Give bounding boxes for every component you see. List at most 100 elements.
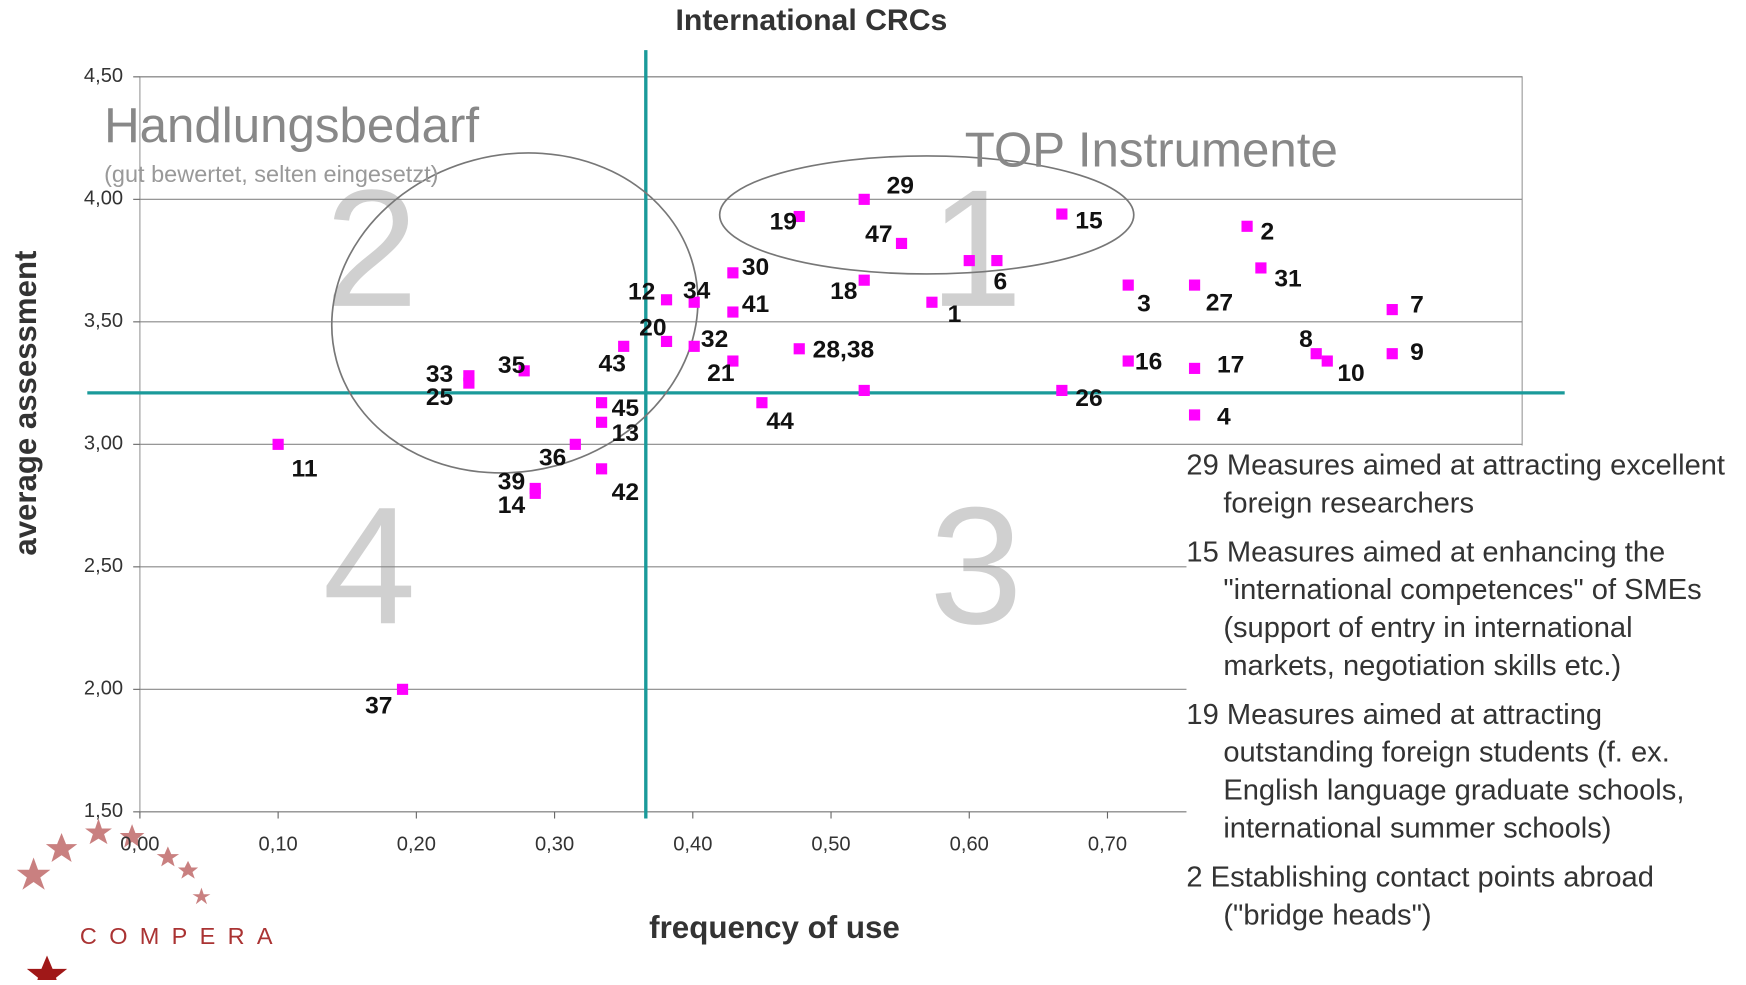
point-label: 21: [707, 360, 734, 387]
point: [859, 275, 870, 286]
point-label: 20: [639, 315, 666, 342]
y-tick-label: 4,50: [84, 65, 123, 87]
point-label: 8: [1299, 326, 1313, 353]
y-tick-label: 1,50: [84, 800, 123, 822]
point-label: 34: [683, 278, 711, 305]
point-label: 32: [701, 326, 728, 353]
point: [596, 463, 607, 474]
point: [1322, 355, 1333, 366]
x-tick-label: 0,50: [811, 834, 850, 856]
point: [1387, 348, 1398, 359]
point: [1255, 262, 1266, 273]
point: [1123, 355, 1134, 366]
point: [756, 397, 767, 408]
point: [570, 439, 581, 450]
point: [661, 294, 672, 305]
point: [596, 417, 607, 428]
logo-text: COMPERA: [80, 923, 285, 949]
x-tick-label: 0,20: [397, 834, 436, 856]
point-label: 7: [1410, 292, 1424, 319]
point-label: 43: [599, 351, 626, 378]
x-tick-label: 0,30: [535, 834, 574, 856]
point: [896, 238, 907, 249]
point-label: 29: [887, 173, 914, 200]
chart: COMPERA International CRCs frequency of …: [0, 0, 1746, 980]
point-label: 44: [766, 408, 794, 435]
point-label: 35: [498, 352, 525, 379]
point-label: 31: [1274, 266, 1301, 293]
point-label: 26: [1075, 385, 1102, 412]
point-label: 42: [612, 479, 639, 506]
point: [689, 341, 700, 352]
note: 15 Measures aimed at enhancing the "inte…: [1186, 532, 1746, 683]
x-tick-label: 0,60: [950, 834, 989, 856]
point-label: 13: [612, 420, 639, 447]
point-label: 14: [498, 492, 526, 519]
point-label: 18: [830, 278, 857, 305]
point-label: 1: [948, 301, 962, 328]
y-tick-label: 3,50: [84, 310, 123, 332]
annotation-sub: (gut bewertet, selten eingesetzt): [104, 161, 438, 187]
point: [1189, 280, 1200, 291]
quadrant-number: 4: [323, 473, 416, 660]
point: [463, 378, 474, 389]
y-axis-title: average assessment: [8, 250, 43, 556]
point-label: 10: [1337, 360, 1364, 387]
point: [859, 194, 870, 205]
note: 19 Measures aimed at attracting outstand…: [1186, 695, 1746, 846]
point-label: 47: [865, 221, 892, 248]
point: [596, 397, 607, 408]
point-label: 12: [628, 279, 655, 306]
note: 2 Establishing contact points abroad ("b…: [1186, 858, 1746, 934]
logo-stars: [17, 819, 211, 980]
point: [1056, 208, 1067, 219]
point: [1123, 280, 1134, 291]
chart-title: International CRCs: [676, 4, 948, 37]
page: COMPERA International CRCs frequency of …: [0, 0, 1746, 980]
point-label: 3: [1137, 291, 1151, 318]
point-label: 45: [612, 395, 639, 422]
point: [1189, 409, 1200, 420]
point-label: 27: [1206, 290, 1233, 317]
x-tick-label: 0,40: [673, 834, 712, 856]
point-label: 2: [1261, 218, 1275, 245]
point-label: 17: [1217, 352, 1244, 379]
x-axis-title: frequency of use: [649, 910, 900, 945]
point: [530, 488, 541, 499]
point-label: 25: [426, 384, 453, 411]
y-tick-label: 3,00: [84, 433, 123, 455]
point: [991, 255, 1002, 266]
point-label: 28,38: [813, 337, 875, 364]
x-tick-label: 0,10: [259, 834, 298, 856]
annotation-handlungsbedarf: Handlungsbedarf: [104, 99, 479, 153]
point-label: 15: [1075, 207, 1102, 234]
y-tick-label: 4,00: [84, 188, 123, 210]
x-tick-label: 0,00: [120, 834, 159, 856]
point-label: 16: [1135, 349, 1162, 376]
point-label: 6: [994, 268, 1008, 295]
point: [794, 343, 805, 354]
y-tick-label: 2,50: [84, 555, 123, 577]
point-label: 36: [539, 444, 566, 471]
point: [727, 267, 738, 278]
point: [859, 385, 870, 396]
point: [1387, 304, 1398, 315]
point-label: 41: [742, 291, 769, 318]
x-tick-label: 0,70: [1088, 834, 1127, 856]
quadrant-number: 3: [929, 473, 1022, 660]
y-tick-label: 2,00: [84, 678, 123, 700]
quadrant-number: 1: [929, 155, 1022, 342]
point: [926, 297, 937, 308]
point-label: 11: [292, 455, 318, 482]
point: [397, 684, 408, 695]
point-label: 9: [1410, 339, 1424, 366]
point: [273, 439, 284, 450]
point-label: 4: [1217, 404, 1231, 431]
point: [727, 306, 738, 317]
note: 29 Measures aimed at attracting excellen…: [1186, 445, 1746, 521]
point: [1241, 221, 1252, 232]
point: [964, 255, 975, 266]
notes-box: 29 Measures aimed at attracting excellen…: [1186, 445, 1746, 980]
point-label: 30: [742, 254, 769, 281]
point: [1056, 385, 1067, 396]
